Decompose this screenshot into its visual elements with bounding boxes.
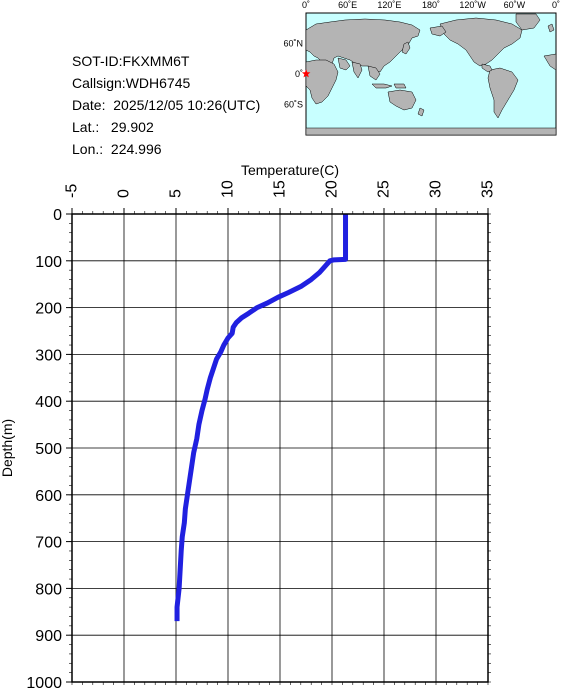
y-axis-title: Depth(m)	[0, 419, 15, 477]
x-tick-labels: -5 0 5 10 15 20 25 30 35	[64, 180, 497, 198]
x-tick-label: -5	[64, 184, 81, 198]
callsign-label: Callsign:WDH6745	[72, 75, 191, 91]
y-tick-label: 0	[53, 207, 62, 224]
y-tick-label: 500	[35, 441, 62, 458]
latitude-label: Lat.: 29.902	[72, 119, 154, 135]
temperature-profile-series	[174, 214, 349, 622]
y-tick-label: 300	[35, 347, 62, 364]
longitude-label: Lon.: 224.996	[72, 141, 162, 157]
y-tick-label: 900	[35, 628, 62, 645]
x-axis-title: Temperature(C)	[241, 162, 339, 178]
profile-line	[174, 214, 349, 622]
x-tick-label: 0	[116, 189, 133, 198]
y-tick-label: 200	[35, 301, 62, 318]
y-tick-label: 1000	[26, 675, 62, 690]
sot-id-label: SOT-ID:FKXMM6T	[72, 53, 190, 69]
date-label: Date: 2025/12/05 10:26(UTC)	[72, 97, 261, 113]
y-tick-labels: 0 100 200 300 400 500 600 700 800 900 1000	[26, 207, 62, 690]
y-tick-label: 100	[35, 254, 62, 271]
station-info: SOT-ID:FKXMM6T Callsign:WDH6745 Date: 20…	[72, 50, 260, 160]
x-tick-label: 25	[376, 180, 393, 198]
x-tick-label: 10	[220, 180, 237, 198]
x-tick-label: 20	[324, 180, 341, 198]
x-tick-label: 5	[168, 189, 185, 198]
y-tick-label: 800	[35, 581, 62, 598]
y-tick-label: 400	[35, 394, 62, 411]
plot-frame	[71, 213, 489, 683]
x-tick-label: 30	[428, 180, 445, 198]
y-tick-label: 700	[35, 535, 62, 552]
x-tick-label: 35	[480, 180, 497, 198]
x-tick-label: 15	[272, 180, 289, 198]
y-tick-label: 600	[35, 488, 62, 505]
chart-ticks	[66, 208, 491, 685]
chart-grid	[71, 213, 489, 683]
